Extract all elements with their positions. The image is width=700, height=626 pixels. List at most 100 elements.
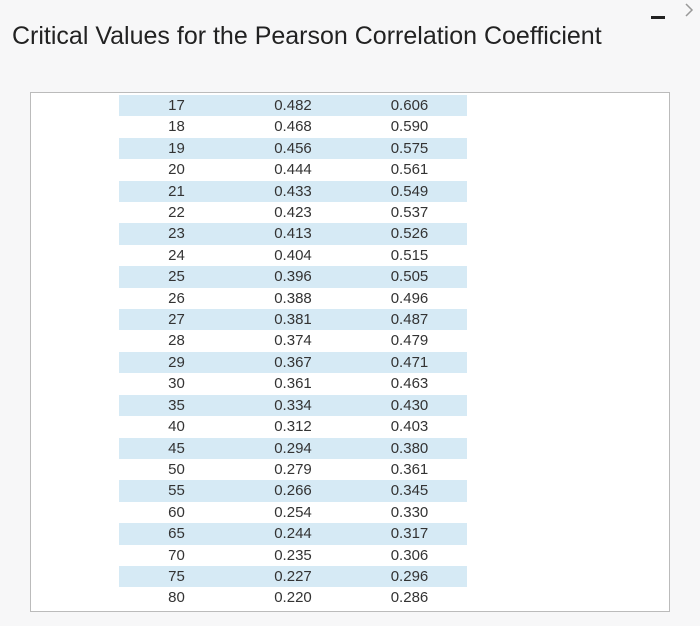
- table-cell: 0.361: [390, 460, 429, 478]
- table-cell: 20: [168, 161, 185, 179]
- table-row: 18 0.468 0.590: [119, 116, 467, 137]
- table-cell: 0.537: [390, 204, 429, 222]
- table-row: 35 0.334 0.430: [119, 394, 467, 417]
- table-cell: 29: [119, 351, 234, 374]
- table-cell: 0.227: [234, 565, 352, 588]
- table-row: 55 0.266 0.345: [119, 480, 467, 502]
- table-row: 75 0.227 0.296: [119, 565, 467, 588]
- table-cell: 0.496: [390, 289, 429, 307]
- table-cell: 21: [119, 180, 234, 203]
- table-cell: 18: [168, 118, 185, 136]
- table-row: 29 0.367 0.471: [119, 351, 467, 374]
- table-cell: 0.286: [390, 589, 429, 607]
- table-cell: 0.482: [234, 95, 352, 117]
- table-cell: 0.526: [352, 223, 467, 245]
- table-row: 27 0.381 0.487: [119, 309, 467, 331]
- table-cell: 0.423: [274, 204, 312, 222]
- table-cell: 0.433: [234, 180, 352, 203]
- table-row: 20 0.444 0.561: [119, 159, 467, 180]
- table-cell: 0.606: [352, 95, 467, 117]
- table-row: 19 0.456 0.575: [119, 137, 467, 160]
- table-cell: 0.380: [352, 437, 467, 459]
- table-cell: 55: [119, 480, 234, 502]
- table-cell: 0.561: [390, 161, 429, 179]
- table-row: 28 0.374 0.479: [119, 330, 467, 351]
- table-cell: 0.296: [352, 565, 467, 588]
- table-row: 26 0.388 0.496: [119, 288, 467, 309]
- title: Critical Values for the Pearson Correlat…: [12, 22, 602, 50]
- table: 17 0.482 0.606 18 0.468 0.590 19 0.456 0.575 20 0.…: [119, 95, 467, 609]
- table-cell: 0.244: [234, 523, 352, 545]
- table-cell: 0.381: [234, 309, 352, 331]
- table-row: 65 0.244 0.317: [119, 523, 467, 545]
- table-row: 60 0.254 0.330: [119, 502, 467, 523]
- table-cell: 0.549: [352, 180, 467, 203]
- table-cell: 0.306: [390, 546, 429, 564]
- table-cell: 0.312: [274, 418, 312, 436]
- chevron: [685, 3, 694, 17]
- table-row: 22 0.423 0.537: [119, 202, 467, 223]
- table-cell: 28: [168, 332, 185, 350]
- table-cell: 23: [119, 223, 234, 245]
- table-cell: 80: [168, 589, 185, 607]
- table-cell: 0.430: [352, 394, 467, 417]
- table-row: 40 0.312 0.403: [119, 416, 467, 437]
- table-cell: 0.468: [274, 118, 312, 136]
- table-cell: 0.374: [274, 332, 312, 350]
- table-cell: 0.471: [352, 351, 467, 374]
- table-cell: 24: [168, 246, 185, 264]
- table-cell: 35: [119, 394, 234, 417]
- table-row: 50 0.279 0.361: [119, 459, 467, 480]
- table-cell: 0.334: [234, 394, 352, 417]
- table-cell: 17: [119, 95, 234, 117]
- table-cell: 75: [119, 565, 234, 588]
- table-cell: 70: [168, 546, 185, 564]
- table-cell: 30: [168, 375, 185, 393]
- table-cell: 22: [168, 204, 185, 222]
- table-row: 17 0.482 0.606: [119, 95, 467, 117]
- table-cell: 0.479: [390, 332, 429, 350]
- table-cell: 0.396: [234, 266, 352, 288]
- table-cell: 0.330: [390, 503, 429, 521]
- table-cell: 0.515: [390, 246, 429, 264]
- table-cell: 0.575: [352, 137, 467, 160]
- table-cell: 0.590: [390, 118, 429, 136]
- table-cell: 0.444: [274, 161, 312, 179]
- table-row: 45 0.294 0.380: [119, 437, 467, 459]
- table-cell: 60: [168, 503, 185, 521]
- table-cell: 0.404: [274, 246, 312, 264]
- table-row: 21 0.433 0.549: [119, 180, 467, 203]
- table-row: 24 0.404 0.515: [119, 245, 467, 266]
- table-cell: 27: [119, 309, 234, 331]
- table-cell: 45: [119, 437, 234, 459]
- table-cell: 0.456: [234, 137, 352, 160]
- table-cell: 0.367: [234, 351, 352, 374]
- table-cell: 0.403: [390, 418, 429, 436]
- table-cell: 65: [119, 523, 234, 545]
- table-row: 70 0.235 0.306: [119, 545, 467, 566]
- table-cell: 0.487: [352, 309, 467, 331]
- table-cell: 0.317: [352, 523, 467, 545]
- table-cell: 0.235: [274, 546, 312, 564]
- table-row: 23 0.413 0.526: [119, 223, 467, 245]
- table-cell: 26: [168, 289, 185, 307]
- table-row: 30 0.361 0.463: [119, 373, 467, 394]
- table-cell: 0.361: [274, 375, 312, 393]
- table-row: 25 0.396 0.505: [119, 266, 467, 288]
- table-cell: 0.254: [274, 503, 312, 521]
- table-cell: 0.266: [234, 480, 352, 502]
- table-cell: 50: [168, 460, 185, 478]
- table-cell: 0.463: [390, 375, 429, 393]
- table-cell: 0.279: [274, 460, 312, 478]
- table-row: 80 0.220 0.286: [119, 587, 467, 608]
- table-cell: 0.294: [234, 437, 352, 459]
- table-cell: 25: [119, 266, 234, 288]
- table-cell: 0.345: [352, 480, 467, 502]
- dash-mark: [651, 16, 665, 19]
- table-cell: 0.413: [234, 223, 352, 245]
- table-cell: 0.388: [274, 289, 312, 307]
- table-cell: 0.505: [352, 266, 467, 288]
- table-cell: 40: [168, 418, 185, 436]
- table-cell: 0.220: [274, 589, 312, 607]
